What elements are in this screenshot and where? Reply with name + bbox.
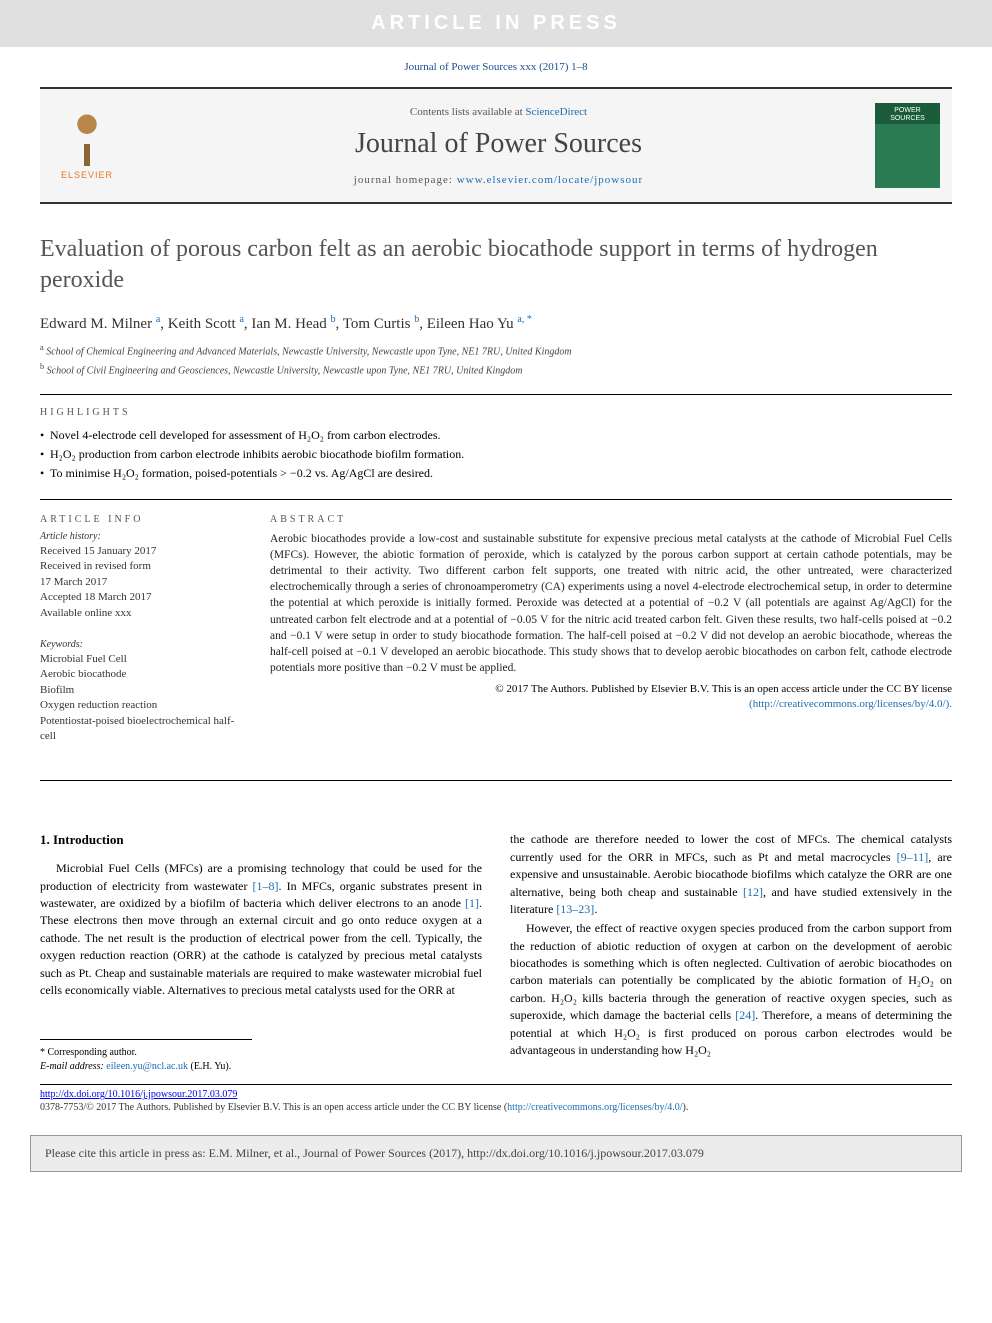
article-in-press-watermark: ARTICLE IN PRESS — [0, 0, 992, 47]
history-line: 17 March 2017 — [40, 575, 240, 590]
issn-line: 0378-7753/© 2017 The Authors. Published … — [0, 1100, 992, 1127]
abstract-text: Aerobic biocathodes provide a low-cost a… — [270, 531, 952, 676]
issn-text: 0378-7753/© 2017 The Authors. Published … — [40, 1102, 507, 1113]
sciencedirect-link[interactable]: ScienceDirect — [525, 106, 587, 118]
highlight-item: H₂O₂ production from carbon electrode in… — [40, 447, 952, 462]
keywords-label: Keywords: — [40, 639, 240, 650]
reference-link[interactable]: [13–23] — [556, 902, 594, 916]
keyword-line: Potentiostat-poised bioelectrochemical h… — [40, 714, 240, 745]
article-title: Evaluation of porous carbon felt as an a… — [40, 234, 952, 296]
elsevier-tree-icon — [62, 111, 112, 166]
body-column-right: the cathode are therefore needed to lowe… — [510, 831, 952, 1074]
cover-text: POWER SOURCES — [879, 107, 936, 122]
issn-close: ). — [683, 1102, 689, 1113]
text-span: the cathode are therefore needed to lowe… — [510, 832, 952, 863]
doi-line: http://dx.doi.org/10.1016/j.jpowsour.201… — [0, 1089, 992, 1100]
homepage-prefix: journal homepage: — [354, 174, 457, 186]
highlight-item: Novel 4-electrode cell developed for ass… — [40, 428, 952, 443]
email-link[interactable]: eileen.yu@ncl.ac.uk — [106, 1061, 188, 1072]
article-info-label: ARTICLE INFO — [40, 514, 240, 525]
text-span: . These electrons then move through an e… — [40, 896, 482, 997]
abstract-label: ABSTRACT — [270, 514, 952, 525]
corresponding-email-line: E-mail address: eileen.yu@ncl.ac.uk (E.H… — [40, 1060, 252, 1074]
reference-link[interactable]: [1] — [465, 896, 479, 910]
highlight-item: To minimise H₂O₂ formation, poised-poten… — [40, 466, 952, 481]
body-columns: 1. Introduction Microbial Fuel Cells (MF… — [40, 831, 952, 1074]
reference-link[interactable]: [12] — [743, 885, 763, 899]
corresponding-author-block: * Corresponding author. E-mail address: … — [40, 1039, 252, 1074]
keyword-line: Microbial Fuel Cell — [40, 652, 240, 667]
body-column-left: 1. Introduction Microbial Fuel Cells (MF… — [40, 831, 482, 1074]
affiliation-line: a School of Chemical Engineering and Adv… — [40, 343, 952, 357]
abstract-copyright: © 2017 The Authors. Published by Elsevie… — [270, 682, 952, 713]
copyright-text: © 2017 The Authors. Published by Elsevie… — [495, 683, 952, 695]
journal-homepage-line: journal homepage: www.elsevier.com/locat… — [122, 174, 875, 186]
intro-paragraph-2: the cathode are therefore needed to lowe… — [510, 831, 952, 918]
affiliation-line: b School of Civil Engineering and Geosci… — [40, 362, 952, 376]
reference-link[interactable]: [1–8] — [253, 879, 279, 893]
authors-line: Edward M. Milner a, Keith Scott a, Ian M… — [40, 314, 952, 333]
abstract-block: ABSTRACT Aerobic biocathodes provide a l… — [270, 514, 952, 713]
contents-prefix: Contents lists available at — [410, 106, 525, 118]
journal-cover-thumbnail: POWER SOURCES — [875, 103, 940, 188]
highlights-list: Novel 4-electrode cell developed for ass… — [40, 428, 952, 481]
reference-link[interactable]: [24] — [735, 1008, 755, 1022]
journal-header-box: ELSEVIER Contents lists available at Sci… — [40, 87, 952, 204]
history-line: Received in revised form — [40, 559, 240, 574]
homepage-link[interactable]: www.elsevier.com/locate/jpowsour — [457, 174, 643, 186]
intro-paragraph-3: However, the effect of reactive oxygen s… — [510, 920, 952, 1059]
elsevier-logo: ELSEVIER — [52, 106, 122, 186]
history-line: Available online xxx — [40, 606, 240, 621]
history-line: Accepted 18 March 2017 — [40, 590, 240, 605]
citation-header: Journal of Power Sources xxx (2017) 1–8 — [0, 47, 992, 87]
divider — [40, 780, 952, 781]
license-link[interactable]: (http://creativecommons.org/licenses/by/… — [749, 698, 952, 710]
divider — [40, 394, 952, 395]
highlights-label: HIGHLIGHTS — [40, 407, 952, 418]
highlights-section: HIGHLIGHTS Novel 4-electrode cell develo… — [40, 407, 952, 481]
keyword-line: Aerobic biocathode — [40, 667, 240, 682]
reference-link[interactable]: [9–11] — [897, 850, 929, 864]
history-line: Received 15 January 2017 — [40, 544, 240, 559]
keyword-line: Oxygen reduction reaction — [40, 698, 240, 713]
text-span: . — [594, 902, 597, 916]
issn-license-link[interactable]: http://creativecommons.org/licenses/by/4… — [507, 1102, 682, 1113]
article-history-label: Article history: — [40, 531, 240, 542]
footer-divider — [40, 1084, 952, 1085]
article-info-block: ARTICLE INFO Article history: Received 1… — [40, 514, 240, 621]
keywords-block: Keywords: Microbial Fuel CellAerobic bio… — [40, 639, 240, 744]
doi-link[interactable]: http://dx.doi.org/10.1016/j.jpowsour.201… — [40, 1089, 237, 1100]
email-suffix: (E.H. Yu). — [188, 1061, 231, 1072]
divider — [40, 499, 952, 500]
introduction-heading: 1. Introduction — [40, 831, 482, 850]
elsevier-label: ELSEVIER — [61, 170, 113, 180]
corresponding-label: * Corresponding author. — [40, 1046, 252, 1060]
cite-this-article-box: Please cite this article in press as: E.… — [30, 1135, 962, 1172]
email-label: E-mail address: — [40, 1061, 106, 1072]
journal-name: Journal of Power Sources — [122, 128, 875, 160]
intro-paragraph-1: Microbial Fuel Cells (MFCs) are a promis… — [40, 860, 482, 999]
keyword-line: Biofilm — [40, 683, 240, 698]
contents-available-line: Contents lists available at ScienceDirec… — [122, 106, 875, 118]
